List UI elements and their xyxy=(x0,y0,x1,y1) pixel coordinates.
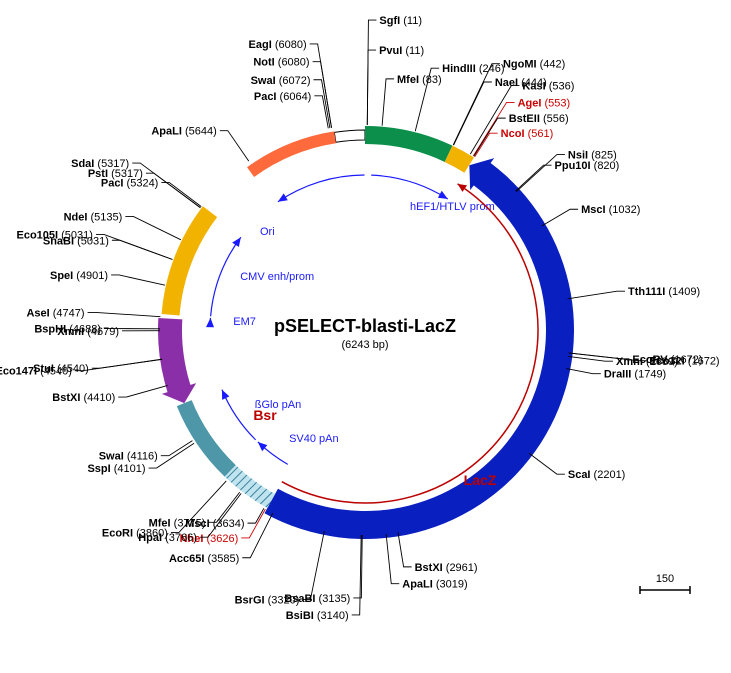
site-label-BsiBI-3140: BsiBI (3140) xyxy=(286,610,349,622)
site-line-ApaLI-3019 xyxy=(386,534,399,584)
site-label-ScaI-2201: ScaI (2201) xyxy=(568,469,625,481)
site-line-SgfI-11 xyxy=(367,20,376,125)
site-label-NcoI-561: NcoI (561) xyxy=(501,128,554,140)
site-label-MscI-1032: MscI (1032) xyxy=(581,204,640,216)
site-label-PvuI-11: PvuI (11) xyxy=(379,45,424,57)
site-label-DraIII-1749: DraIII (1749) xyxy=(604,369,666,381)
site-line-BsiBI-3140 xyxy=(352,535,361,615)
site-line-SnaBI-5031 xyxy=(112,240,173,259)
site-label-EagI-6080: EagI (6080) xyxy=(249,39,307,51)
feature-bsr xyxy=(158,318,196,403)
site-line-PvuI-11 xyxy=(367,50,376,125)
site-line-HpaI-3766 xyxy=(200,493,241,537)
site-line-NdeI-5135 xyxy=(125,216,181,239)
site-label-XmnI-1689: XmnI (1689) xyxy=(616,356,678,368)
feature-arrowhead-ori xyxy=(278,193,288,201)
big-label-lacz: LacZ xyxy=(464,472,497,488)
site-line-MfeI-83 xyxy=(382,79,394,126)
site-label-EcoRI-3860: EcoRI (3860) xyxy=(102,527,168,539)
site-line-StuI-4540 xyxy=(92,359,162,368)
site-line-Tth111I-1409 xyxy=(568,291,625,299)
site-label-SspI-4101: SspI (4101) xyxy=(87,463,145,475)
site-label-SgfI-11: SgfI (11) xyxy=(379,15,422,27)
site-line-MscI-1032 xyxy=(542,209,578,226)
site-line-EagI-6080 xyxy=(310,44,332,128)
feature-label-ori: Ori xyxy=(260,226,275,238)
site-line-DraIII-1749 xyxy=(566,369,601,374)
plasmid-size: (6243 bp) xyxy=(341,339,388,351)
site-label-BstXI-2961: BstXI (2961) xyxy=(415,562,478,574)
feature-label-sv40: SV40 pAn xyxy=(289,433,339,445)
site-label-BsrGI-3320: BsrGI (3320) xyxy=(235,595,300,607)
site-line-ApaLI-5644 xyxy=(220,131,249,161)
site-line-BstXI-2961 xyxy=(398,532,412,567)
site-label-PacI-6064: PacI (6064) xyxy=(254,91,311,103)
site-line-AseI-4747 xyxy=(88,312,161,316)
feature-seg_gold2 xyxy=(162,206,218,315)
site-line-ScaI-2201 xyxy=(529,453,565,474)
site-label-NdeI-5135: NdeI (5135) xyxy=(64,211,123,223)
feature-mcs_top xyxy=(334,130,365,142)
site-label-PacI-5324: PacI (5324) xyxy=(101,178,158,190)
site-label-Acc65I-3585: Acc65I (3585) xyxy=(169,553,239,565)
plasmid-map: hEF1/HTLV promOriCMV enh/promEM7ßGlo pAn… xyxy=(0,0,731,673)
site-label-MfeI-83: MfeI (83) xyxy=(397,74,442,86)
feature-seg_green xyxy=(365,126,452,162)
site-line-SwaI-4116 xyxy=(161,441,193,456)
feature-arrowhead-em7 xyxy=(206,318,214,327)
site-label-HindIII-246: HindIII (246) xyxy=(442,63,504,75)
feature-label-em7: EM7 xyxy=(233,316,256,328)
site-label-BspHI-4688: BspHI (4688) xyxy=(34,324,101,336)
feature-label-cmv: CMV enh/prom xyxy=(240,271,314,283)
site-label-NgoMI-442: NgoMI (442) xyxy=(503,59,565,71)
site-label-StuI-4540: StuI (4540) xyxy=(33,363,89,375)
plasmid-title: pSELECT-blasti-LacZ xyxy=(274,316,456,336)
feature-bglo xyxy=(177,400,236,476)
site-label-ApaLI-3019: ApaLI (3019) xyxy=(402,579,467,591)
site-line-PacI-5324 xyxy=(161,183,201,207)
site-label-AseI-4747: AseI (4747) xyxy=(26,307,84,319)
site-label-NotI-6080: NotI (6080) xyxy=(253,57,309,69)
site-label-BstEII-556: BstEII (556) xyxy=(509,113,569,125)
site-label-BstXI-4410: BstXI (4410) xyxy=(52,392,115,404)
feature-seg_orange xyxy=(247,131,336,177)
lacz-inner-arrowhead xyxy=(458,184,467,192)
site-label-AgeI-553: AgeI (553) xyxy=(518,97,571,109)
site-line-PacI-6064 xyxy=(314,96,328,128)
site-label-SnaBI-5031: SnaBI (5031) xyxy=(43,235,109,247)
site-label-KasI-536: KasI (536) xyxy=(522,80,574,92)
feature-arrowhead-cmv xyxy=(232,237,241,247)
scale-label: 150 xyxy=(656,573,674,585)
feature-arrowhead-hef1 xyxy=(438,191,448,199)
site-label-Ppu10I-820: Ppu10I (820) xyxy=(555,160,620,172)
site-label-ApaLI-5644: ApaLI (5644) xyxy=(151,126,216,138)
site-label-SwaI-6072: SwaI (6072) xyxy=(251,75,311,87)
site-label-SpeI-4901: SpeI (4901) xyxy=(50,270,108,282)
feature-arc-hef1 xyxy=(371,175,448,199)
site-line-BstXI-4410 xyxy=(118,385,167,397)
big-label-bsr: Bsr xyxy=(253,407,277,423)
feature-arc-cmv xyxy=(211,237,241,316)
feature-lacz xyxy=(264,158,574,539)
site-label-SwaI-4116: SwaI (4116) xyxy=(99,451,158,463)
site-line-BsrGI-3320 xyxy=(302,531,324,600)
site-line-SpeI-4901 xyxy=(111,275,165,285)
feature-arc-ori xyxy=(278,175,365,202)
site-label-Tth111I-1409: Tth111I (1409) xyxy=(628,286,700,298)
